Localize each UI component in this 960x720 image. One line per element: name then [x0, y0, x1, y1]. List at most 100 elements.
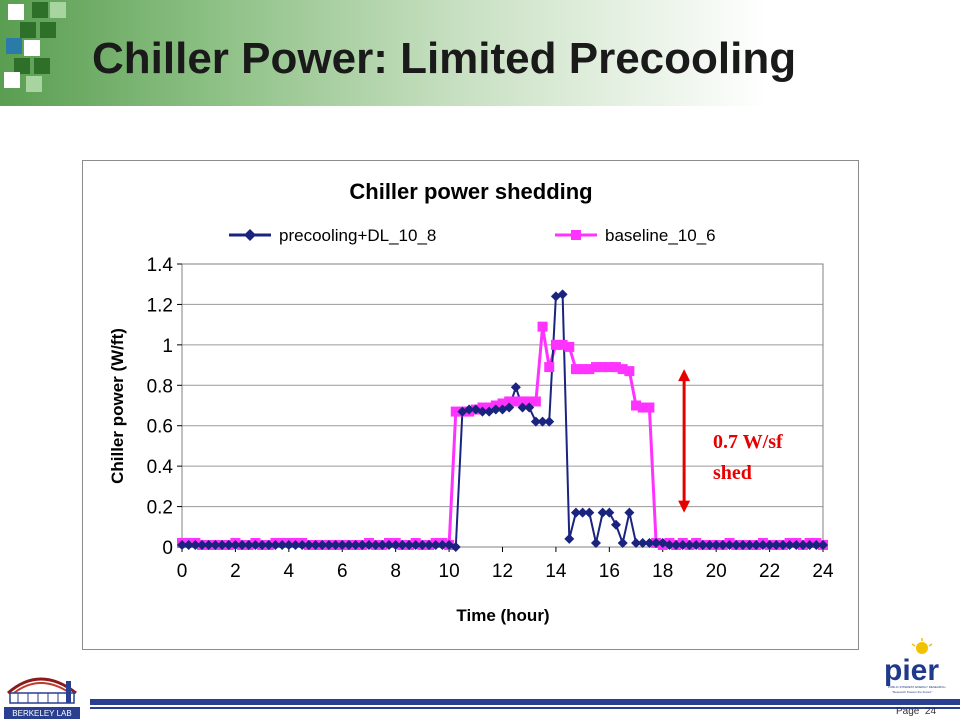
- y-axis: 0 0.2 0.4 0.6 0.8 1 1.2 1.4: [147, 255, 182, 559]
- data-point-precooling: [697, 539, 708, 550]
- data-point-precooling: [323, 539, 334, 550]
- data-point-precooling: [684, 539, 695, 550]
- data-point-precooling: [711, 539, 722, 550]
- data-point-baseline: [537, 321, 548, 332]
- chart-frame: Chiller power shedding precooling+DL_10_…: [82, 160, 859, 650]
- shed-annotation: 0.7 W/sf shed: [678, 369, 783, 513]
- data-point-precooling: [383, 539, 394, 550]
- data-point-precooling: [544, 416, 555, 427]
- data-point-precooling: [537, 416, 548, 427]
- pier-logo-text: pier: [884, 654, 939, 687]
- data-point-precooling: [363, 539, 374, 550]
- data-point-precooling: [404, 539, 415, 550]
- data-point-precooling: [737, 539, 748, 550]
- x-tick-label: 0: [177, 561, 188, 582]
- data-point-precooling: [457, 406, 468, 417]
- data-point-precooling: [570, 507, 581, 518]
- x-tick-label: 2: [230, 561, 241, 582]
- data-point-precooling: [177, 539, 187, 550]
- data-point-precooling: [611, 519, 622, 530]
- data-point-precooling: [417, 539, 428, 550]
- data-point-precooling: [504, 402, 515, 413]
- data-point-precooling: [390, 539, 401, 550]
- data-point-precooling: [517, 402, 528, 413]
- data-point-precooling: [744, 539, 755, 550]
- data-point-precooling: [217, 539, 228, 550]
- data-point-precooling: [317, 539, 328, 550]
- data-point-precooling: [751, 539, 762, 550]
- data-point-precooling: [370, 539, 381, 550]
- data-point-baseline: [544, 362, 555, 373]
- data-point-precooling: [310, 539, 321, 550]
- data-point-baseline: [590, 362, 601, 373]
- data-point-precooling: [597, 507, 608, 518]
- y-tick-label: 0.4: [147, 457, 174, 478]
- chart-title: Chiller power shedding: [349, 179, 592, 204]
- data-point-precooling: [484, 406, 495, 417]
- data-point-precooling: [303, 539, 314, 550]
- data-point-precooling: [804, 539, 815, 550]
- data-point-precooling: [731, 539, 742, 550]
- data-point-precooling: [510, 382, 521, 393]
- data-point-precooling: [671, 539, 682, 550]
- data-point-baseline: [497, 398, 508, 409]
- x-tick-label: 6: [337, 561, 348, 582]
- data-point-precooling: [497, 404, 508, 415]
- x-tick-label: 4: [284, 561, 295, 582]
- data-point-precooling: [190, 539, 201, 550]
- pier-logo: pier PUBLIC INTEREST ENERGY RESEARCH "Re…: [884, 638, 945, 694]
- data-point-precooling: [784, 539, 795, 550]
- data-point-precooling: [624, 507, 635, 518]
- data-point-precooling: [263, 539, 274, 550]
- page-number-value: 24: [924, 706, 937, 717]
- footer-rule: [90, 699, 960, 705]
- data-point-precooling: [357, 539, 368, 550]
- data-point-precooling: [197, 539, 208, 550]
- y-tick-label: 1.4: [147, 255, 174, 276]
- data-point-precooling: [350, 539, 361, 550]
- x-tick-label: 10: [439, 561, 460, 582]
- series-markers: [177, 289, 828, 552]
- data-point-precooling: [210, 539, 221, 550]
- data-point-precooling: [477, 406, 488, 417]
- x-tick-label: 8: [390, 561, 401, 582]
- series-lines: [182, 293, 824, 548]
- data-point-precooling: [557, 289, 568, 300]
- data-point-baseline: [564, 341, 575, 352]
- berkeley-lab-logo: BERKELEY LAB: [4, 677, 80, 719]
- shed-arrow-head-bottom: [678, 500, 691, 513]
- data-point-precooling: [590, 537, 601, 548]
- data-point-baseline: [624, 366, 635, 377]
- data-point-precooling: [771, 539, 782, 550]
- data-point-baseline: [510, 396, 521, 407]
- legend-marker-series1: [244, 229, 256, 241]
- y-tick-label: 0.2: [147, 498, 173, 519]
- data-point-precooling: [757, 539, 768, 550]
- data-point-precooling: [410, 539, 421, 550]
- data-point-precooling: [223, 539, 234, 550]
- x-tick-label: 22: [759, 561, 780, 582]
- data-point-baseline: [557, 339, 568, 350]
- data-point-baseline: [637, 402, 648, 413]
- data-point-precooling: [764, 539, 775, 550]
- title-band: [0, 0, 960, 106]
- data-point-precooling: [424, 539, 435, 550]
- y-tick-label: 1: [162, 336, 173, 357]
- shed-arrow-head-top: [678, 369, 691, 382]
- data-point-precooling: [631, 537, 642, 548]
- data-point-precooling: [397, 539, 408, 550]
- x-tick-label: 14: [545, 561, 567, 582]
- chart: Chiller power shedding precooling+DL_10_…: [108, 179, 834, 625]
- data-point-precooling: [343, 539, 354, 550]
- data-point-precooling: [797, 539, 808, 550]
- data-point-precooling: [584, 507, 595, 518]
- y-axis-label: Chiller power (W/ft): [108, 328, 127, 484]
- data-point-precooling: [811, 539, 822, 550]
- legend-marker-series2: [571, 230, 581, 240]
- data-point-precooling: [250, 539, 261, 550]
- data-point-baseline: [584, 364, 595, 375]
- data-point-precooling: [724, 539, 735, 550]
- series-line-1: [182, 293, 823, 548]
- pier-logo-tagline: "Research Powers the Future": [892, 690, 932, 694]
- data-point-baseline: [617, 364, 628, 375]
